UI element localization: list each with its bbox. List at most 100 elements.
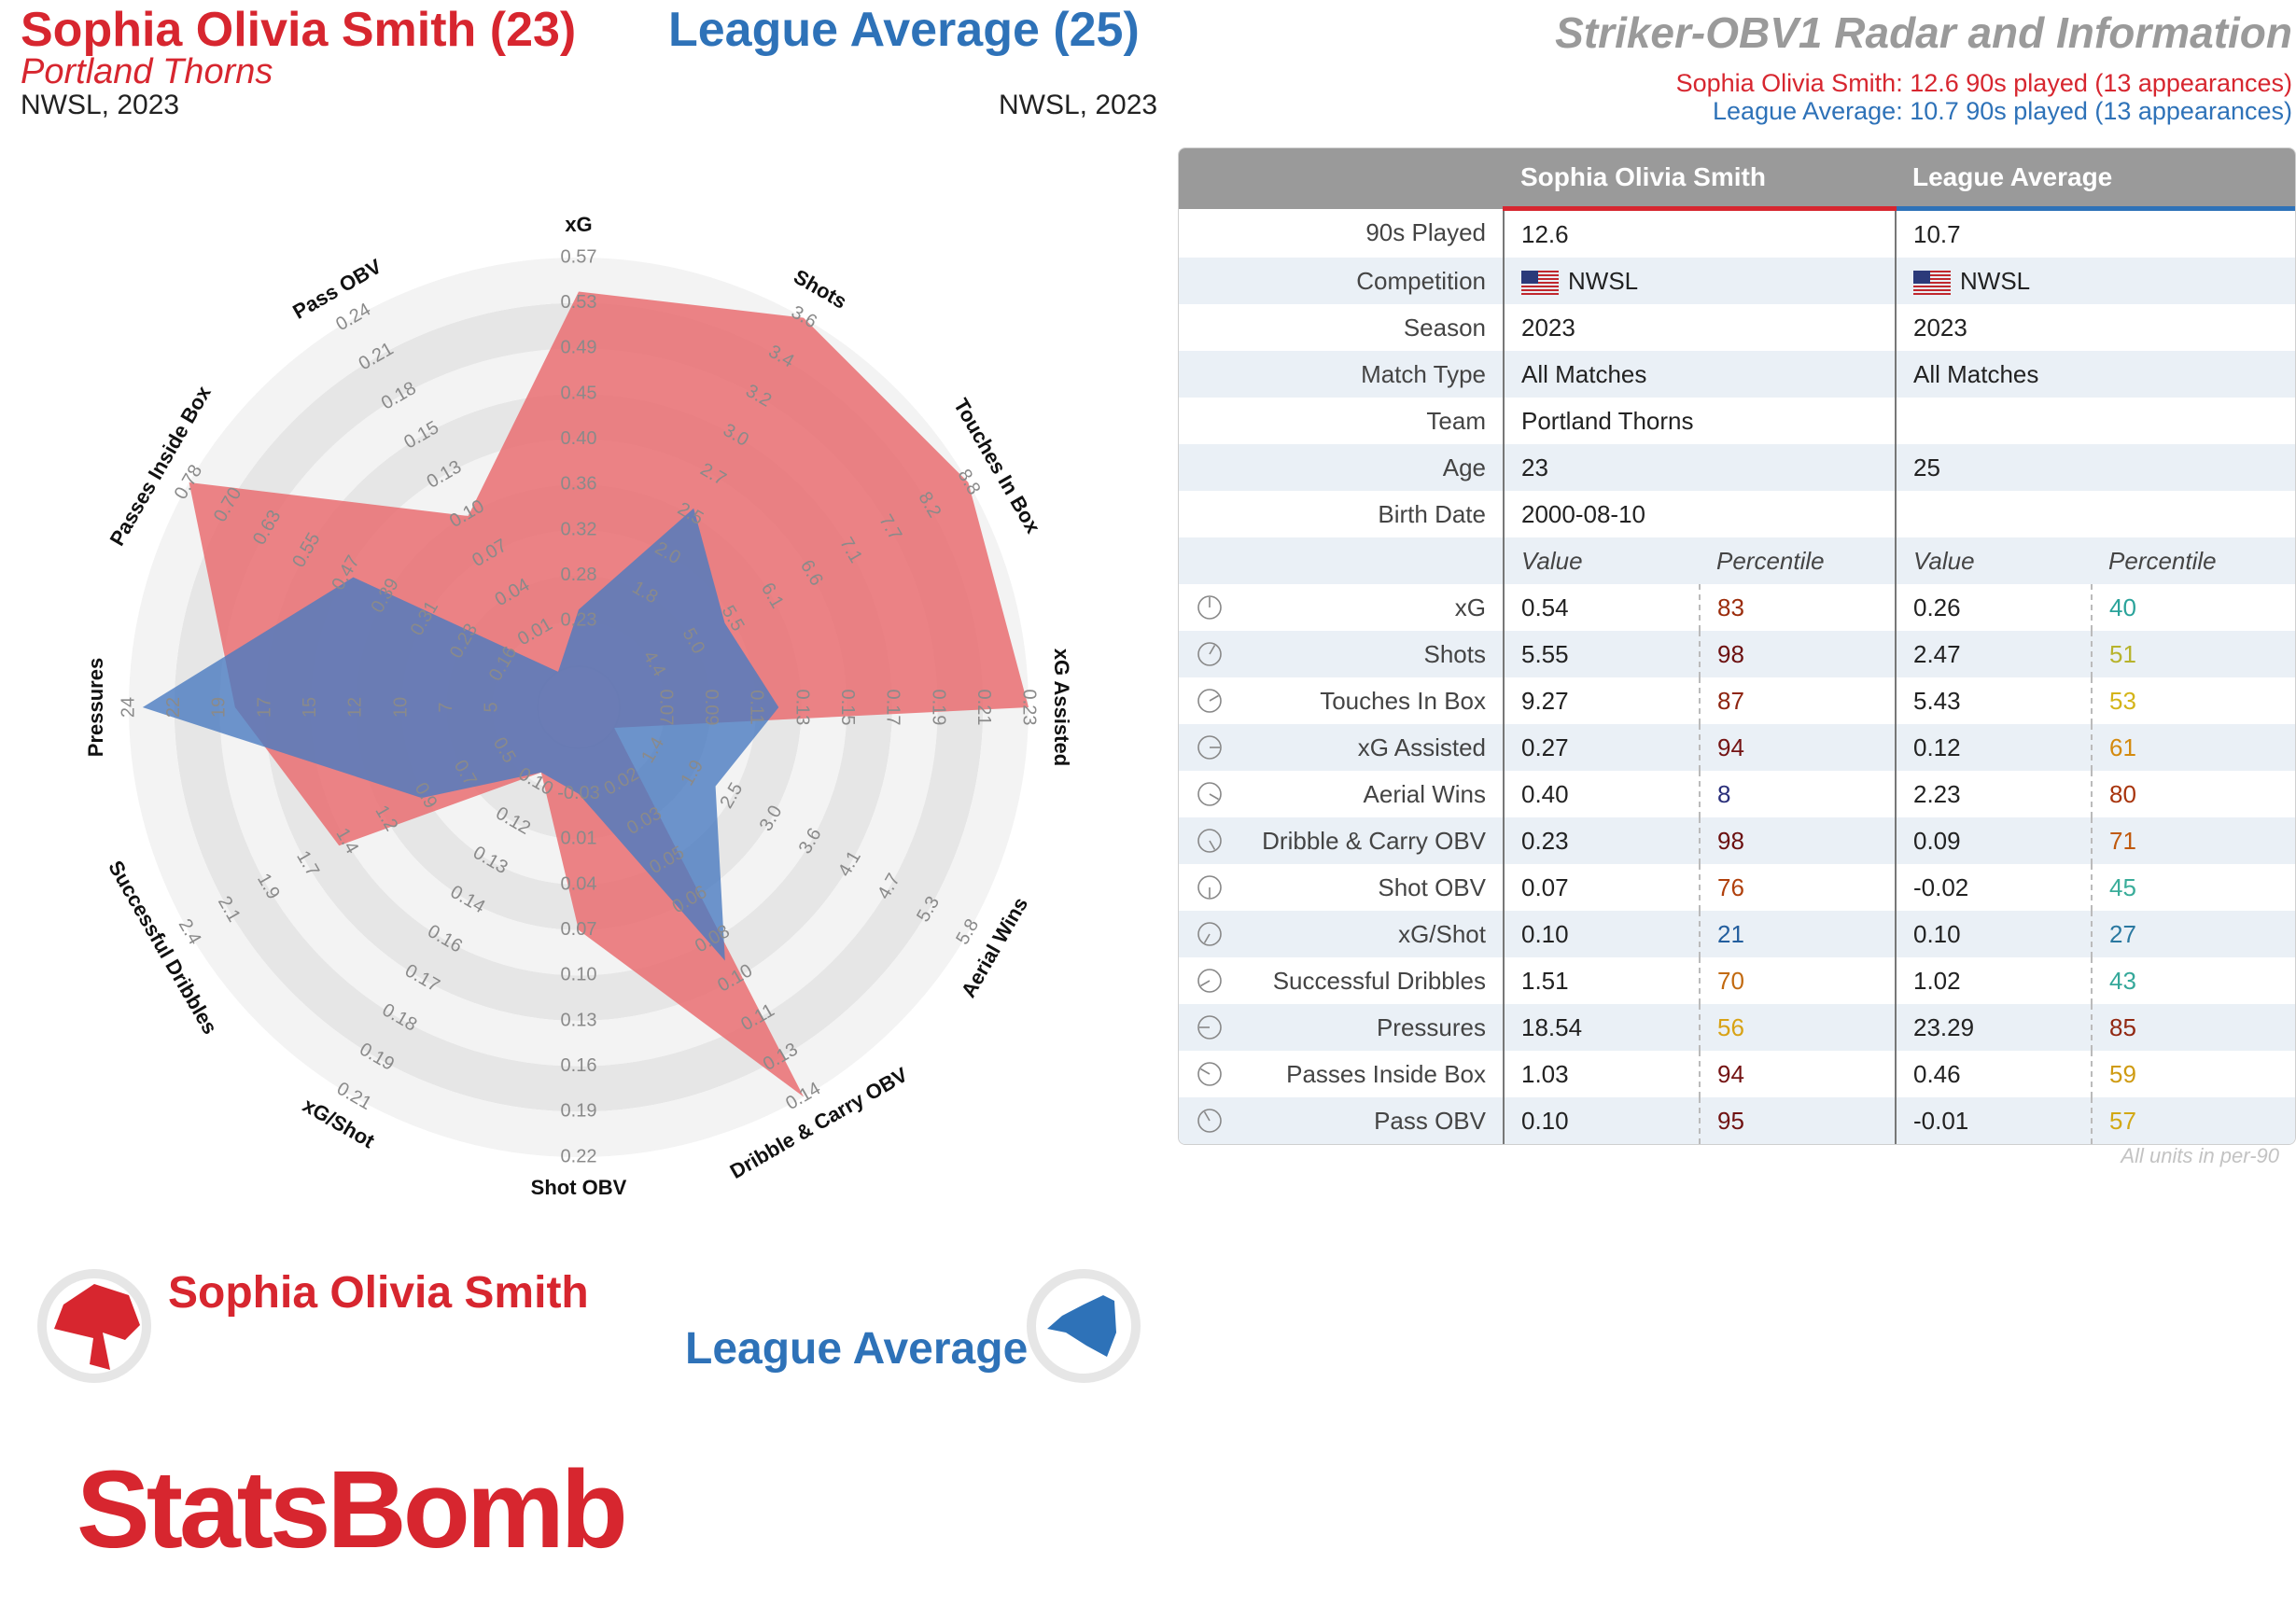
metric-dial-icon [1197,922,1222,946]
axis-tick-label: 0.57 [561,246,597,267]
table-header-row: Sophia Olivia Smith League Average [1179,148,2295,211]
chart-title: Striker-OBV1 Radar and Information [1555,8,2292,57]
average-percentile: 57 [2092,1097,2295,1144]
average-value: -0.01 [1896,1097,2093,1144]
metric-row: Passes Inside Box 1.03 94 0.46 59 [1179,1051,2295,1097]
axis-tick-label: 0.45 [561,383,597,403]
axis-tick-label: 24 [118,697,138,718]
metric-label-cell: Shots [1179,631,1505,677]
metric-row: Aerial Wins 0.40 8 2.23 80 [1179,771,2295,817]
player-percentile: 21 [1700,911,1897,957]
axis-tick-label: 0.21 [973,690,994,726]
axis-tick-label: -0.03 [557,783,600,803]
metric-dial-icon [1197,689,1222,713]
player-value: 0.54 [1504,584,1701,631]
info-average-value [1896,398,2295,444]
metric-label: Successful Dribbles [1272,966,1486,995]
player-percentile: 94 [1700,724,1897,771]
player-percentile: 70 [1700,957,1897,1004]
axis-label: xG [565,213,592,236]
axis-tick-label: 0.04 [561,873,597,894]
axis-tick-label: 0.13 [791,689,812,725]
player-value: 0.10 [1504,911,1701,957]
metric-row: xG Assisted 0.27 94 0.12 61 [1179,724,2295,771]
player-value: 1.03 [1504,1051,1701,1097]
average-value: 0.09 [1896,817,2093,864]
metric-row: Pressures 18.54 56 23.29 85 [1179,1004,2295,1051]
axis-tick-label: 0.19 [561,1101,597,1122]
axis-tick-label: 0.28 [561,565,597,585]
average-competition: NWSL, 2023 [999,90,1158,120]
info-player-value: 2000-08-10 [1504,491,1897,537]
axis-tick-label: 0.22 [561,1146,597,1166]
axis-tick-label: 0.11 [747,690,767,724]
player-percentile: 56 [1700,1004,1897,1051]
metric-dial-icon [1197,875,1222,900]
axis-tick-label: 0.19 [928,689,948,725]
axis-tick-label: 0.17 [883,690,903,726]
average-percentile: 51 [2092,631,2295,677]
average-value: 2.23 [1896,771,2093,817]
metric-row: Pass OBV 0.10 95 -0.01 57 [1179,1097,2295,1144]
axis-tick-label: 0.36 [561,474,597,495]
player-played-info: Sophia Olivia Smith: 12.6 90s played (13… [1675,69,2292,97]
info-table: Sophia Olivia Smith League Average 90s P… [1178,147,2296,1145]
player-percentile: 87 [1700,677,1897,724]
axis-tick-label: 17 [254,697,274,718]
metric-label: xG Assisted [1357,733,1486,761]
metric-label: Pressures [1376,1012,1486,1041]
metric-row: Shots 5.55 98 2.47 51 [1179,631,2295,677]
axis-tick-label: 0.40 [561,428,597,449]
average-series-polygon [142,508,779,961]
average-value: 2.47 [1896,631,2093,677]
subheader-cell: Percentile [2092,537,2295,584]
subheader-cell: Value [1896,537,2092,584]
info-value-text: 10.7 [1913,219,1961,248]
axis-tick-label: 0.23 [1019,690,1040,726]
info-average-value: 2023 [1896,304,2295,351]
subheader-row: Value Percentile Value Percentile [1179,537,2295,584]
info-value-text: 2000-08-10 [1521,499,1645,528]
metric-dial-icon [1197,782,1222,806]
average-percentile: 80 [2109,779,2136,808]
info-value-text: NWSL [1568,266,1639,295]
axis-tick-label: 0.09 [701,690,721,726]
info-value-text: All Matches [1521,359,1647,388]
average-legend-label: League Average [685,1324,1029,1374]
metric-dial-icon [1197,735,1222,760]
metric-label-cell: Dribble & Carry OBV [1179,817,1505,864]
average-percentile: 61 [2092,724,2295,771]
us-flag-icon [1913,270,1951,295]
metric-dial-icon [1197,595,1222,620]
metric-dial-icon [1197,1015,1222,1040]
player-percentile: 8 [1700,771,1897,817]
metric-label: Dribble & Carry OBV [1262,826,1486,855]
axis-tick-label: 10 [390,697,411,718]
metric-label: Touches In Box [1320,686,1486,715]
metric-dial-icon [1197,829,1222,853]
player-percentile: 98 [1700,817,1897,864]
average-value: 5.43 [1896,677,2093,724]
info-player-value: 23 [1504,444,1897,491]
average-value: 23.29 [1896,1004,2093,1051]
metric-label: Aerial Wins [1363,779,1486,808]
axis-tick-label: 0.49 [561,338,597,358]
info-row: 90s Played 12.6 10.7 [1179,208,2295,258]
player-legend-icon [37,1269,151,1383]
info-label: Birth Date [1179,491,1505,537]
average-title: League Average (25) [668,3,1140,57]
average-legend-icon [1027,1269,1141,1383]
axis-tick-label: 0.32 [561,519,597,539]
info-value-text: Portland Thorns [1521,406,1694,435]
header-empty [1179,148,1504,209]
info-player-value: Portland Thorns [1504,398,1897,444]
subheader-cell: Value [1504,537,1700,584]
header-player: Sophia Olivia Smith [1504,148,1896,211]
metric-label: Pass OBV [1374,1106,1486,1135]
player-competition: NWSL, 2023 [21,90,180,120]
info-label: Age [1179,444,1505,491]
metric-label-cell: Pass OBV [1179,1097,1505,1144]
axis-tick-label: 0.01 [561,829,597,849]
metric-row: Dribble & Carry OBV 0.23 98 0.09 71 [1179,817,2295,864]
player-value: 0.07 [1504,864,1701,911]
